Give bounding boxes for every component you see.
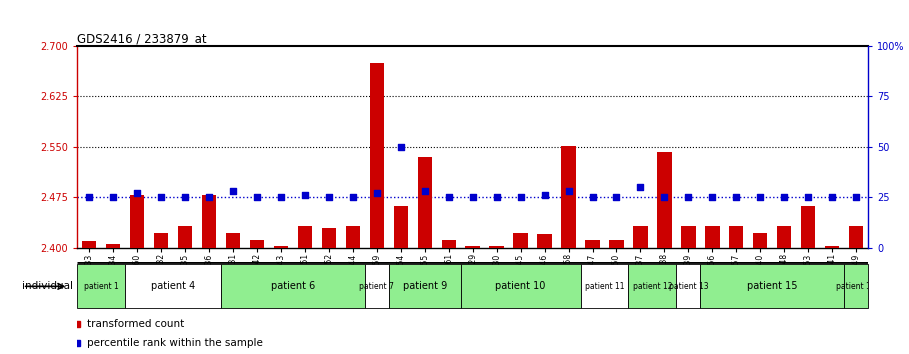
Bar xyxy=(657,152,672,248)
Bar xyxy=(609,240,624,248)
Bar xyxy=(844,264,868,308)
Bar xyxy=(681,226,695,248)
Bar xyxy=(849,226,864,248)
Point xyxy=(609,195,624,200)
Point xyxy=(297,193,312,198)
Bar xyxy=(700,264,844,308)
Text: patient 9: patient 9 xyxy=(403,281,447,291)
Text: transformed count: transformed count xyxy=(86,319,184,329)
Bar xyxy=(250,240,265,248)
Point xyxy=(801,195,815,200)
Text: patient 10: patient 10 xyxy=(495,281,545,291)
Bar xyxy=(628,264,676,308)
Point xyxy=(370,190,385,196)
Bar xyxy=(442,240,456,248)
Bar xyxy=(82,241,96,248)
Point xyxy=(82,195,96,200)
Point xyxy=(130,190,145,196)
Bar xyxy=(585,240,600,248)
Point xyxy=(777,195,792,200)
Point xyxy=(634,184,648,190)
Point xyxy=(681,195,695,200)
Bar xyxy=(298,226,312,248)
Bar xyxy=(581,264,628,308)
Text: individual: individual xyxy=(22,281,73,291)
Point xyxy=(274,195,288,200)
Bar xyxy=(514,233,528,248)
Text: patient 13: patient 13 xyxy=(668,282,708,291)
Bar xyxy=(394,206,408,248)
Text: patient 4: patient 4 xyxy=(151,281,195,291)
Bar xyxy=(753,233,767,248)
Text: patient 15: patient 15 xyxy=(747,281,797,291)
Text: patient 16: patient 16 xyxy=(836,282,876,291)
Point xyxy=(442,195,456,200)
Point xyxy=(657,195,672,200)
Text: patient 7: patient 7 xyxy=(359,282,395,291)
Point xyxy=(417,188,432,194)
Point xyxy=(849,195,864,200)
Point xyxy=(729,195,744,200)
Bar xyxy=(389,264,461,308)
Bar xyxy=(676,264,700,308)
Bar xyxy=(130,195,145,248)
Bar xyxy=(345,226,360,248)
Point xyxy=(753,195,767,200)
Bar xyxy=(365,264,389,308)
Bar xyxy=(825,246,839,248)
Bar xyxy=(274,246,288,248)
Bar xyxy=(489,246,504,248)
Bar xyxy=(178,226,193,248)
Text: GDS2416 / 233879_at: GDS2416 / 233879_at xyxy=(77,32,207,45)
Text: percentile rank within the sample: percentile rank within the sample xyxy=(86,338,263,348)
Bar xyxy=(465,246,480,248)
Bar xyxy=(777,226,792,248)
Bar xyxy=(417,157,432,248)
Bar xyxy=(634,226,647,248)
Point xyxy=(705,195,720,200)
Point xyxy=(585,195,600,200)
Bar xyxy=(77,264,125,308)
Bar xyxy=(154,233,168,248)
Bar xyxy=(370,63,384,248)
Bar xyxy=(729,226,744,248)
Point xyxy=(394,144,408,150)
Bar xyxy=(537,234,552,248)
Bar xyxy=(125,264,221,308)
Point xyxy=(537,193,552,198)
Bar xyxy=(705,226,720,248)
Text: patient 6: patient 6 xyxy=(271,281,315,291)
Text: patient 1: patient 1 xyxy=(84,282,118,291)
Bar xyxy=(225,233,240,248)
Point xyxy=(154,195,168,200)
Point xyxy=(465,195,480,200)
Point xyxy=(345,195,360,200)
Bar xyxy=(106,245,120,248)
Bar xyxy=(461,264,581,308)
Point xyxy=(225,188,240,194)
Point xyxy=(824,195,839,200)
Bar xyxy=(322,228,336,248)
Bar xyxy=(562,145,575,248)
Text: patient 11: patient 11 xyxy=(584,282,624,291)
Point xyxy=(322,195,336,200)
Point xyxy=(489,195,504,200)
Point xyxy=(514,195,528,200)
Point xyxy=(250,195,265,200)
Text: patient 12: patient 12 xyxy=(633,282,672,291)
Point xyxy=(178,195,193,200)
Point xyxy=(561,188,575,194)
Bar xyxy=(202,195,216,248)
Point xyxy=(202,195,216,200)
Bar xyxy=(221,264,365,308)
Point xyxy=(106,195,121,200)
Bar xyxy=(801,206,815,248)
